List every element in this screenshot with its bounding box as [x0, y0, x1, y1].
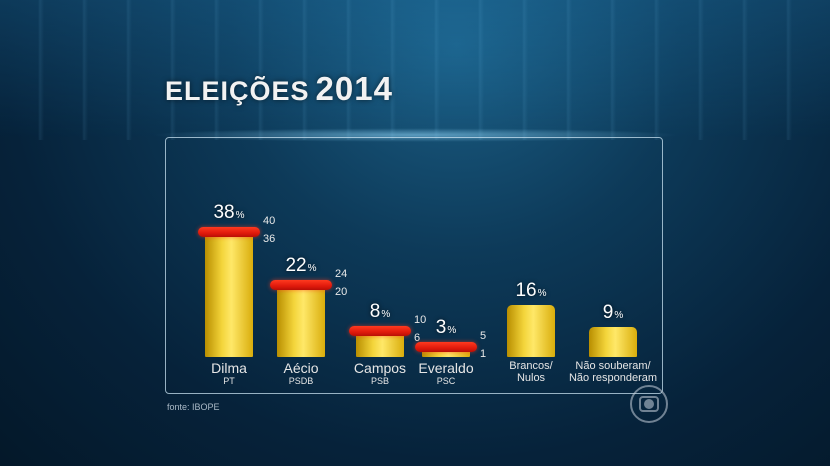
- broadcaster-logo-icon: [630, 385, 668, 423]
- range-marker-3: [415, 342, 477, 353]
- value-number-1: 22: [285, 254, 307, 276]
- range-low-label-2: 6: [414, 331, 421, 344]
- range-marker-0: [198, 227, 260, 238]
- category-name-line-4-0: Brancos/: [509, 360, 553, 372]
- bar-4: [507, 304, 555, 357]
- background-streaks: [0, 0, 830, 140]
- range-low-label-0: 36: [263, 233, 276, 246]
- category-label-2: Campos PSB: [325, 361, 435, 386]
- value-suffix-1: %: [307, 262, 317, 274]
- title-word: ELEIÇÕES: [165, 76, 310, 106]
- category-party-1: PSDB: [288, 376, 314, 386]
- category-party-2: PSB: [370, 376, 389, 386]
- category-name-line-5-1: Não responderam: [568, 371, 658, 384]
- range-high-label-3: 5: [480, 330, 487, 343]
- bar-0: [205, 232, 253, 357]
- value-suffix-4: %: [537, 287, 547, 299]
- title-year: 2014: [315, 70, 393, 107]
- value-number-5: 9: [602, 302, 614, 324]
- value-number-4: 16: [515, 279, 537, 301]
- value-suffix-2: %: [381, 308, 391, 320]
- value-suffix-0: %: [235, 210, 245, 222]
- value-number-3: 3: [435, 317, 447, 339]
- category-party-0: PT: [223, 376, 235, 386]
- value-label-2: 8%: [350, 301, 410, 323]
- value-number-2: 8: [369, 300, 381, 322]
- bar-5: [589, 327, 637, 357]
- category-name-0: Dilma: [211, 360, 247, 376]
- category-name-2: Campos: [353, 360, 407, 376]
- bar-1: [277, 284, 325, 357]
- value-number-0: 38: [213, 202, 235, 224]
- chart-frame: [165, 137, 663, 394]
- category-party-3: PSC: [436, 376, 456, 386]
- value-suffix-3: %: [447, 325, 457, 337]
- bar-3: [422, 347, 470, 357]
- value-label-5: 9%: [583, 302, 643, 324]
- title-glow-line: [150, 128, 680, 142]
- range-high-label-1: 24: [335, 267, 348, 280]
- range-marker-2: [349, 325, 411, 336]
- range-high-label-2: 10: [414, 313, 427, 326]
- value-label-0: 38%: [199, 202, 259, 224]
- category-label-1: Aécio PSDB: [246, 361, 356, 386]
- category-label-5: Não souberam/Não responderam: [558, 360, 668, 384]
- category-label-3: Everaldo PSC: [391, 361, 501, 386]
- category-name-3: Everaldo: [418, 360, 474, 376]
- value-label-1: 22%: [271, 255, 331, 277]
- range-high-label-0: 40: [263, 215, 276, 228]
- range-low-label-3: 1: [480, 348, 487, 361]
- range-marker-1: [270, 279, 332, 290]
- source-label: fonte: IBOPE: [167, 402, 220, 412]
- range-low-label-1: 20: [335, 285, 348, 298]
- value-label-3: 3%: [416, 317, 476, 339]
- category-label-0: Dilma PT: [174, 361, 284, 386]
- category-label-4: Brancos/Nulos: [476, 360, 586, 384]
- category-name-1: Aécio: [283, 360, 319, 376]
- page-title: ELEIÇÕES 2014: [165, 70, 393, 108]
- category-name-line-4-1: Nulos: [516, 371, 546, 384]
- category-name-line-5-0: Não souberam/: [575, 360, 651, 372]
- value-suffix-5: %: [614, 310, 624, 322]
- value-label-4: 16%: [501, 280, 561, 302]
